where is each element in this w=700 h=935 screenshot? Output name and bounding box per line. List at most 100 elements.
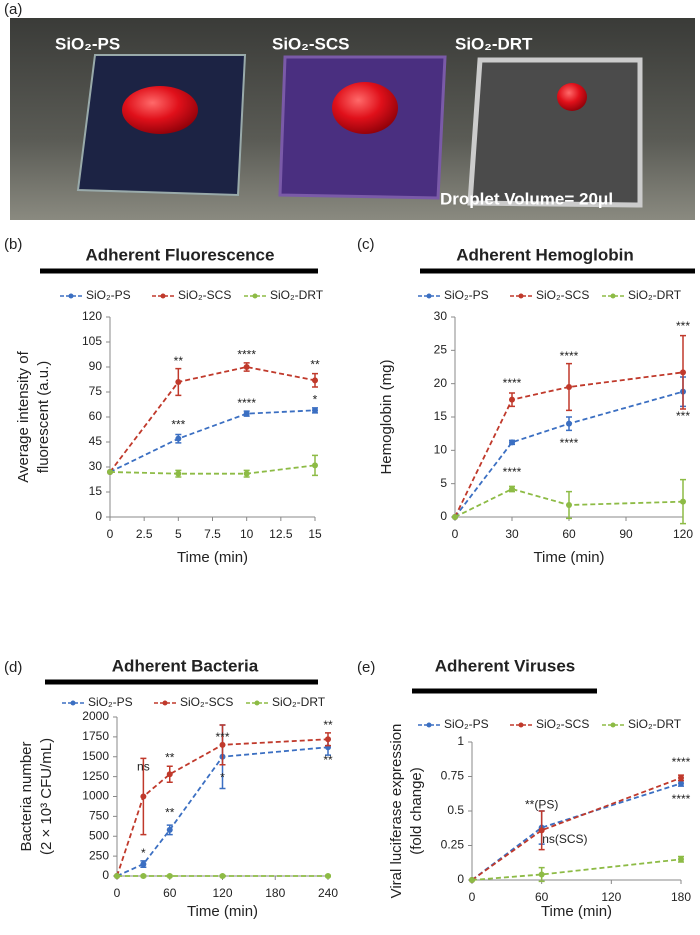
data-point [680,369,686,376]
x-tick-label: 120 [212,886,232,900]
annotation: **** [672,755,691,769]
data-point [566,502,572,508]
data-point [243,364,250,370]
droplet [332,82,398,134]
photo: SiO₂-PS SiO₂-SCS SiO₂-DRT Droplet Volume… [10,18,695,220]
annotation: **** [560,436,579,450]
legend-marker [518,722,524,728]
annotation: **** [237,396,256,410]
x-tick-label: 180 [671,890,691,904]
y-tick-label: 5 [440,476,447,490]
legend-marker [160,293,166,299]
legend-label: SiO₂-PS [88,695,133,709]
y-tick-label: 1250 [82,769,109,783]
y-tick-label: 25 [434,343,448,357]
data-point [166,826,173,833]
x-tick-label: 0 [452,527,459,541]
x-tick-label: 15 [308,527,322,541]
legend-label: SiO₂-SCS [180,695,233,709]
x-tick-label: 90 [619,527,633,541]
y-tick-label: 0 [102,868,109,882]
caption: Droplet Volume= 20μl [440,189,613,208]
legend-label: SiO₂-SCS [536,717,589,731]
data-point [140,873,147,879]
annotation: **** [237,348,256,362]
legend-label: SiO₂-PS [444,717,489,731]
y-axis-label: (fold change) [408,767,425,855]
x-tick-label: 0 [114,886,121,900]
x-tick-label: 60 [562,527,576,541]
y-tick-label: 2000 [82,709,109,723]
legend-marker [254,700,260,706]
data-point [325,736,331,743]
data-point [166,873,173,879]
legend-label: SiO₂-DRT [628,288,682,302]
y-tick-label: 30 [434,309,448,323]
series-line [109,464,316,475]
title-bar [412,688,597,694]
legend-label: SiO₂-PS [444,288,489,302]
data-point [107,469,113,475]
y-axis-label: fluorescent (a.u.) [35,361,52,474]
y-tick-label: 0.25 [441,838,465,852]
annotation: *** [215,730,229,744]
data-point [678,774,684,781]
sample-label: SiO₂-SCS [272,34,349,53]
y-tick-label: 90 [89,359,103,373]
data-point [538,871,545,878]
y-tick-label: 1500 [82,749,109,763]
legend-label: SiO₂-PS [86,288,131,302]
data-point [566,420,572,427]
series-line [109,366,316,473]
y-tick-label: 75 [89,384,103,398]
series-line [454,488,684,518]
legend-marker [70,700,76,706]
panel-label: (b) [4,236,22,253]
chart-title: Adherent Hemoglobin [456,245,634,264]
series-line [454,390,684,518]
legend-marker [252,293,258,299]
legend-marker [610,293,616,299]
annotation: *** [171,418,185,432]
y-tick-label: 15 [89,484,103,498]
data-point [312,377,318,384]
annotation: **** [503,465,522,479]
x-tick-label: 0 [469,890,476,904]
annotation: ns(SCS) [542,832,587,846]
data-point [219,873,226,879]
y-tick-label: 1 [457,734,464,748]
annotation: *** [676,319,690,333]
x-axis-label: Time (min) [187,903,258,920]
annotation: ** [165,805,175,819]
data-point [469,877,475,883]
droplet [557,83,587,111]
x-tick-label: 120 [673,527,693,541]
annotation: ** [323,718,333,732]
y-tick-label: 250 [89,848,109,862]
panel-label: (c) [357,236,375,253]
annotation: ** [323,753,333,767]
chart-title: Adherent Bacteria [112,656,259,675]
annotation: * [220,770,225,784]
y-axis-label: Bacteria number [18,741,35,851]
series-line [471,858,682,881]
data-point [509,396,515,403]
sample-label: SiO₂-DRT [455,34,533,53]
title-bar [420,268,695,274]
y-axis-label: Average intensity of [15,350,32,482]
y-tick-label: 0 [95,509,102,523]
legend-label: SiO₂-DRT [272,695,326,709]
data-point [140,861,147,868]
legend-marker [426,293,432,299]
x-tick-label: 12.5 [269,527,293,541]
slide [467,57,643,208]
y-tick-label: 1750 [82,729,109,743]
annotation: **(PS) [525,798,558,812]
panel-label: (a) [4,1,22,18]
data-point [243,470,250,477]
y-tick-label: 0.5 [447,803,464,817]
legend-marker [68,293,74,299]
sample-label: SiO₂-PS [55,34,120,53]
data-point [538,827,545,834]
